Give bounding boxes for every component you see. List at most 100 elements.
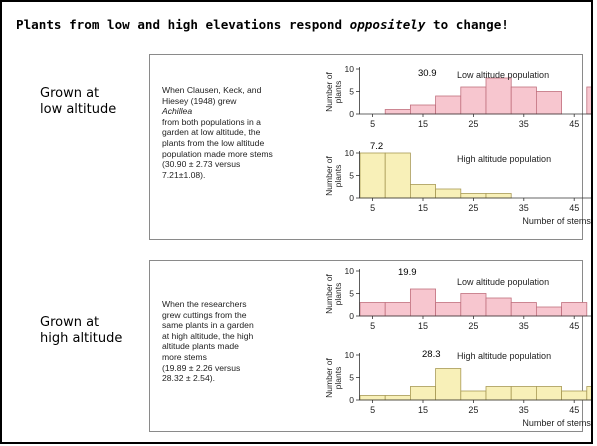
histogram-bar (384, 395, 411, 401)
x-tick-label: 45 (569, 321, 579, 331)
x-tick-label: 25 (468, 405, 478, 415)
description-line: more stems (162, 351, 207, 362)
y-axis-label-line: Number of (324, 274, 334, 314)
slide-title: Plants from low and high elevations resp… (16, 17, 586, 32)
x-tick-label: 35 (519, 321, 529, 331)
y-axis-label: Number ofplants (324, 156, 343, 196)
histogram-bar (435, 368, 462, 401)
row-label-low: Grown at low altitude (40, 86, 116, 118)
mean-label: 19.9 (398, 267, 417, 278)
description-line: 7.21±1.08). (162, 169, 206, 180)
x-tick-label: 5 (370, 321, 375, 331)
x-tick-label: 15 (418, 321, 428, 331)
histogram-2: 0510515253545556575Number ofplantsNumber… (324, 141, 591, 226)
description-line: from both populations in a (162, 116, 261, 127)
y-tick-label: 10 (345, 266, 355, 276)
histogram-bar (435, 302, 462, 317)
y-axis-label-line: plants (333, 283, 343, 306)
y-axis-label-line: Number of (324, 358, 334, 398)
row-label-line: Grown at (40, 315, 100, 330)
x-tick-label: 15 (418, 405, 428, 415)
x-axis-label: Number of stems (522, 418, 591, 428)
row-label-line: low altitude (40, 102, 117, 117)
row-label-line: Grown at (40, 86, 100, 101)
series-title: Low altitude population (457, 277, 549, 287)
series-title: High altitude population (457, 154, 551, 164)
x-tick-label: 15 (418, 203, 428, 213)
histogram-bar (485, 297, 512, 317)
y-axis-label-line: Number of (324, 156, 334, 196)
row-label-line: high altitude (40, 331, 123, 346)
description-line: grew cuttings from the (162, 309, 247, 320)
mean-label: 7.2 (370, 141, 383, 152)
y-axis-label: Number ofplants (324, 358, 343, 398)
y-tick-label: 5 (349, 373, 354, 383)
histogram-bar (510, 86, 537, 115)
description-line: at high altitude, the high (162, 330, 254, 341)
y-axis-label-line: plants (333, 165, 343, 188)
histogram-bar (359, 302, 386, 317)
panel-description: When Clausen, Keck, and Hiesey (1948) gre… (162, 85, 312, 180)
histogram-bar (359, 152, 386, 199)
histogram-bar (384, 109, 411, 115)
mean-label: 28.3 (422, 349, 441, 360)
histogram-bar (409, 288, 436, 317)
histogram-bar (485, 77, 512, 115)
histogram-bar (536, 306, 563, 317)
description-line: altitude plants made (162, 341, 239, 352)
description-line: Achillea (162, 106, 193, 117)
histogram-bar (536, 91, 563, 115)
row-label-high: Grown at high altitude (40, 315, 122, 347)
panel-high-garden: When the researchers grew cuttings from t… (149, 260, 583, 432)
histogram-bar (586, 386, 591, 401)
histogram-bar (510, 386, 537, 401)
y-tick-label: 0 (349, 109, 354, 119)
histogram-bar (460, 293, 487, 317)
histogram-bar (409, 104, 436, 115)
description-line: When Clausen, Keck, and (162, 85, 262, 95)
series-title: High altitude population (457, 351, 551, 361)
histogram-bar (384, 302, 411, 317)
histogram-bar (485, 193, 512, 199)
histogram-bar (561, 390, 588, 401)
histogram-bar (435, 95, 462, 115)
histogram-bar (409, 386, 436, 401)
x-axis-label: Number of stems (522, 216, 591, 226)
description-line: plants from the low altitude (162, 137, 265, 148)
histogram-bar (460, 86, 487, 115)
panel-description: When the researchers grew cuttings from t… (162, 299, 312, 384)
x-tick-label: 35 (519, 119, 529, 129)
histogram-bar (536, 386, 563, 401)
y-tick-label: 10 (345, 350, 355, 360)
y-tick-label: 0 (349, 311, 354, 321)
x-tick-label: 45 (569, 119, 579, 129)
title-before: Plants from low and high elevations resp… (16, 17, 350, 32)
description-line: garden at low altitude, the (162, 127, 261, 138)
x-tick-label: 25 (468, 203, 478, 213)
histogram-bar (435, 188, 462, 199)
x-tick-label: 5 (370, 203, 375, 213)
histogram-bar (586, 86, 591, 115)
y-tick-label: 0 (349, 193, 354, 203)
histogram-bar (409, 184, 436, 199)
description-line: 28.32 ± 2.54). (162, 373, 215, 384)
histogram-bar (485, 386, 512, 401)
x-tick-label: 15 (418, 119, 428, 129)
histogram-bar (510, 302, 537, 317)
series-title: Low altitude population (457, 70, 549, 80)
x-tick-label: 35 (519, 405, 529, 415)
histogram-bar (460, 390, 487, 401)
histogram-bar (359, 395, 386, 401)
y-tick-label: 0 (349, 395, 354, 405)
title-emphasis: oppositely (349, 17, 426, 32)
y-axis-label-line: Number of (324, 72, 334, 112)
y-tick-label: 5 (349, 289, 354, 299)
histogram-bar (460, 193, 487, 199)
histogram-bar (561, 302, 588, 317)
description-line: Hiesey (1948) grew (162, 95, 237, 106)
y-tick-label: 5 (349, 171, 354, 181)
y-axis-label: Number ofplants (324, 72, 343, 112)
